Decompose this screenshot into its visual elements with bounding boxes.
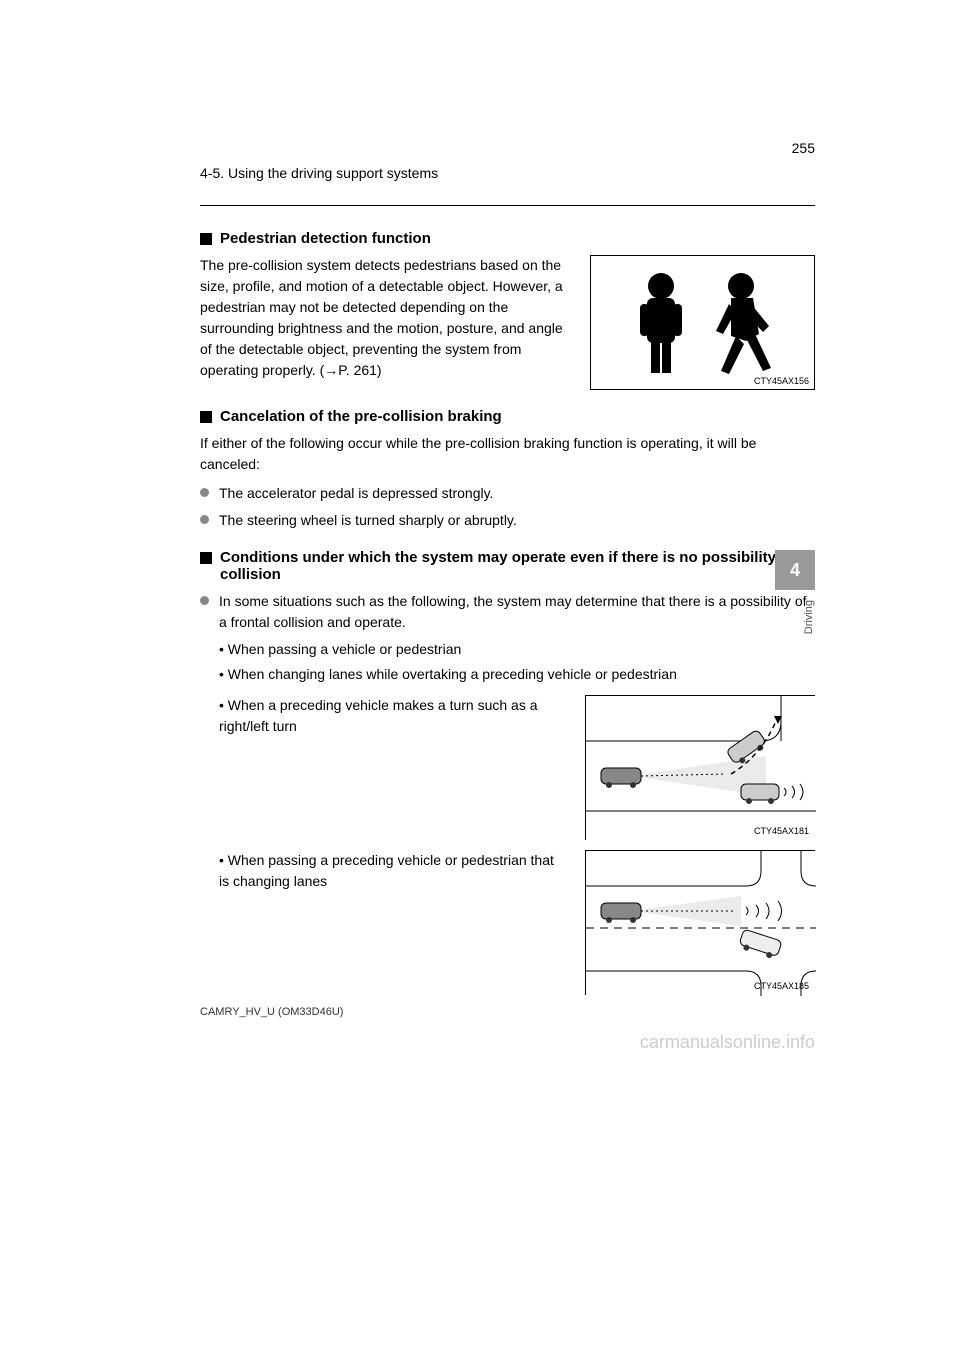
- section-paragraph: If either of the following occur while t…: [200, 433, 815, 475]
- sub-item: • When passing a vehicle or pedestrian: [219, 639, 815, 660]
- section-heading: Pedestrian detection function: [220, 230, 431, 247]
- chapter-label: Driving: [803, 600, 815, 634]
- turn-diagram: CTY45AX181: [585, 695, 815, 840]
- sub-item-text: When passing a vehicle or pedestrian: [228, 641, 461, 657]
- section-marker: [200, 233, 212, 245]
- bullet-text: In some situations such as the following…: [219, 591, 815, 633]
- header-rule: [200, 205, 815, 206]
- list-item: In some situations such as the following…: [200, 591, 815, 633]
- bullet-text: The steering wheel is turned sharply or …: [219, 510, 517, 531]
- figure-label: CTY45AX156: [754, 376, 809, 386]
- section-conditions: Conditions under which the system may op…: [200, 549, 815, 995]
- section-heading: Conditions under which the system may op…: [220, 549, 815, 583]
- watermark: carmanualsonline.info: [640, 1032, 815, 1053]
- section-marker: [200, 411, 212, 423]
- sub-item: • When changing lanes while overtaking a…: [219, 664, 815, 685]
- chapter-tab: 4: [775, 550, 815, 590]
- bullet-icon: [200, 488, 209, 497]
- lane-change-diagram: CTY45AX185: [585, 850, 815, 995]
- pedestrian-figure: CTY45AX156: [590, 255, 815, 390]
- list-item: The steering wheel is turned sharply or …: [200, 510, 815, 531]
- section-pedestrian-detection: Pedestrian detection function The pre-co…: [200, 230, 815, 390]
- sub-item-text: When changing lanes while overtaking a p…: [228, 666, 677, 682]
- section-marker: [200, 552, 212, 564]
- page-number: 255: [792, 140, 815, 156]
- sub-item-text: When passing a preceding vehicle or pede…: [219, 852, 554, 889]
- section-cancelation: Cancelation of the pre-collision braking…: [200, 408, 815, 531]
- sub-item: • When passing a preceding vehicle or pe…: [219, 850, 565, 892]
- bullet-text: The accelerator pedal is depressed stron…: [219, 483, 493, 504]
- header-section: 4-5. Using the driving support systems: [200, 165, 438, 181]
- list-item: The accelerator pedal is depressed stron…: [200, 483, 815, 504]
- footer-code: CAMRY_HV_U (OM33D46U): [200, 1006, 343, 1018]
- bullet-icon: [200, 515, 209, 524]
- sub-item: • When a preceding vehicle makes a turn …: [219, 695, 565, 737]
- section-paragraph: The pre-collision system detects pedestr…: [200, 255, 570, 381]
- bullet-icon: [200, 596, 209, 605]
- figure-label: CTY45AX181: [754, 826, 809, 836]
- section-heading: Cancelation of the pre-collision braking: [220, 408, 502, 425]
- sub-item-text: When a preceding vehicle makes a turn su…: [219, 697, 538, 734]
- figure-label: CTY45AX185: [754, 981, 809, 991]
